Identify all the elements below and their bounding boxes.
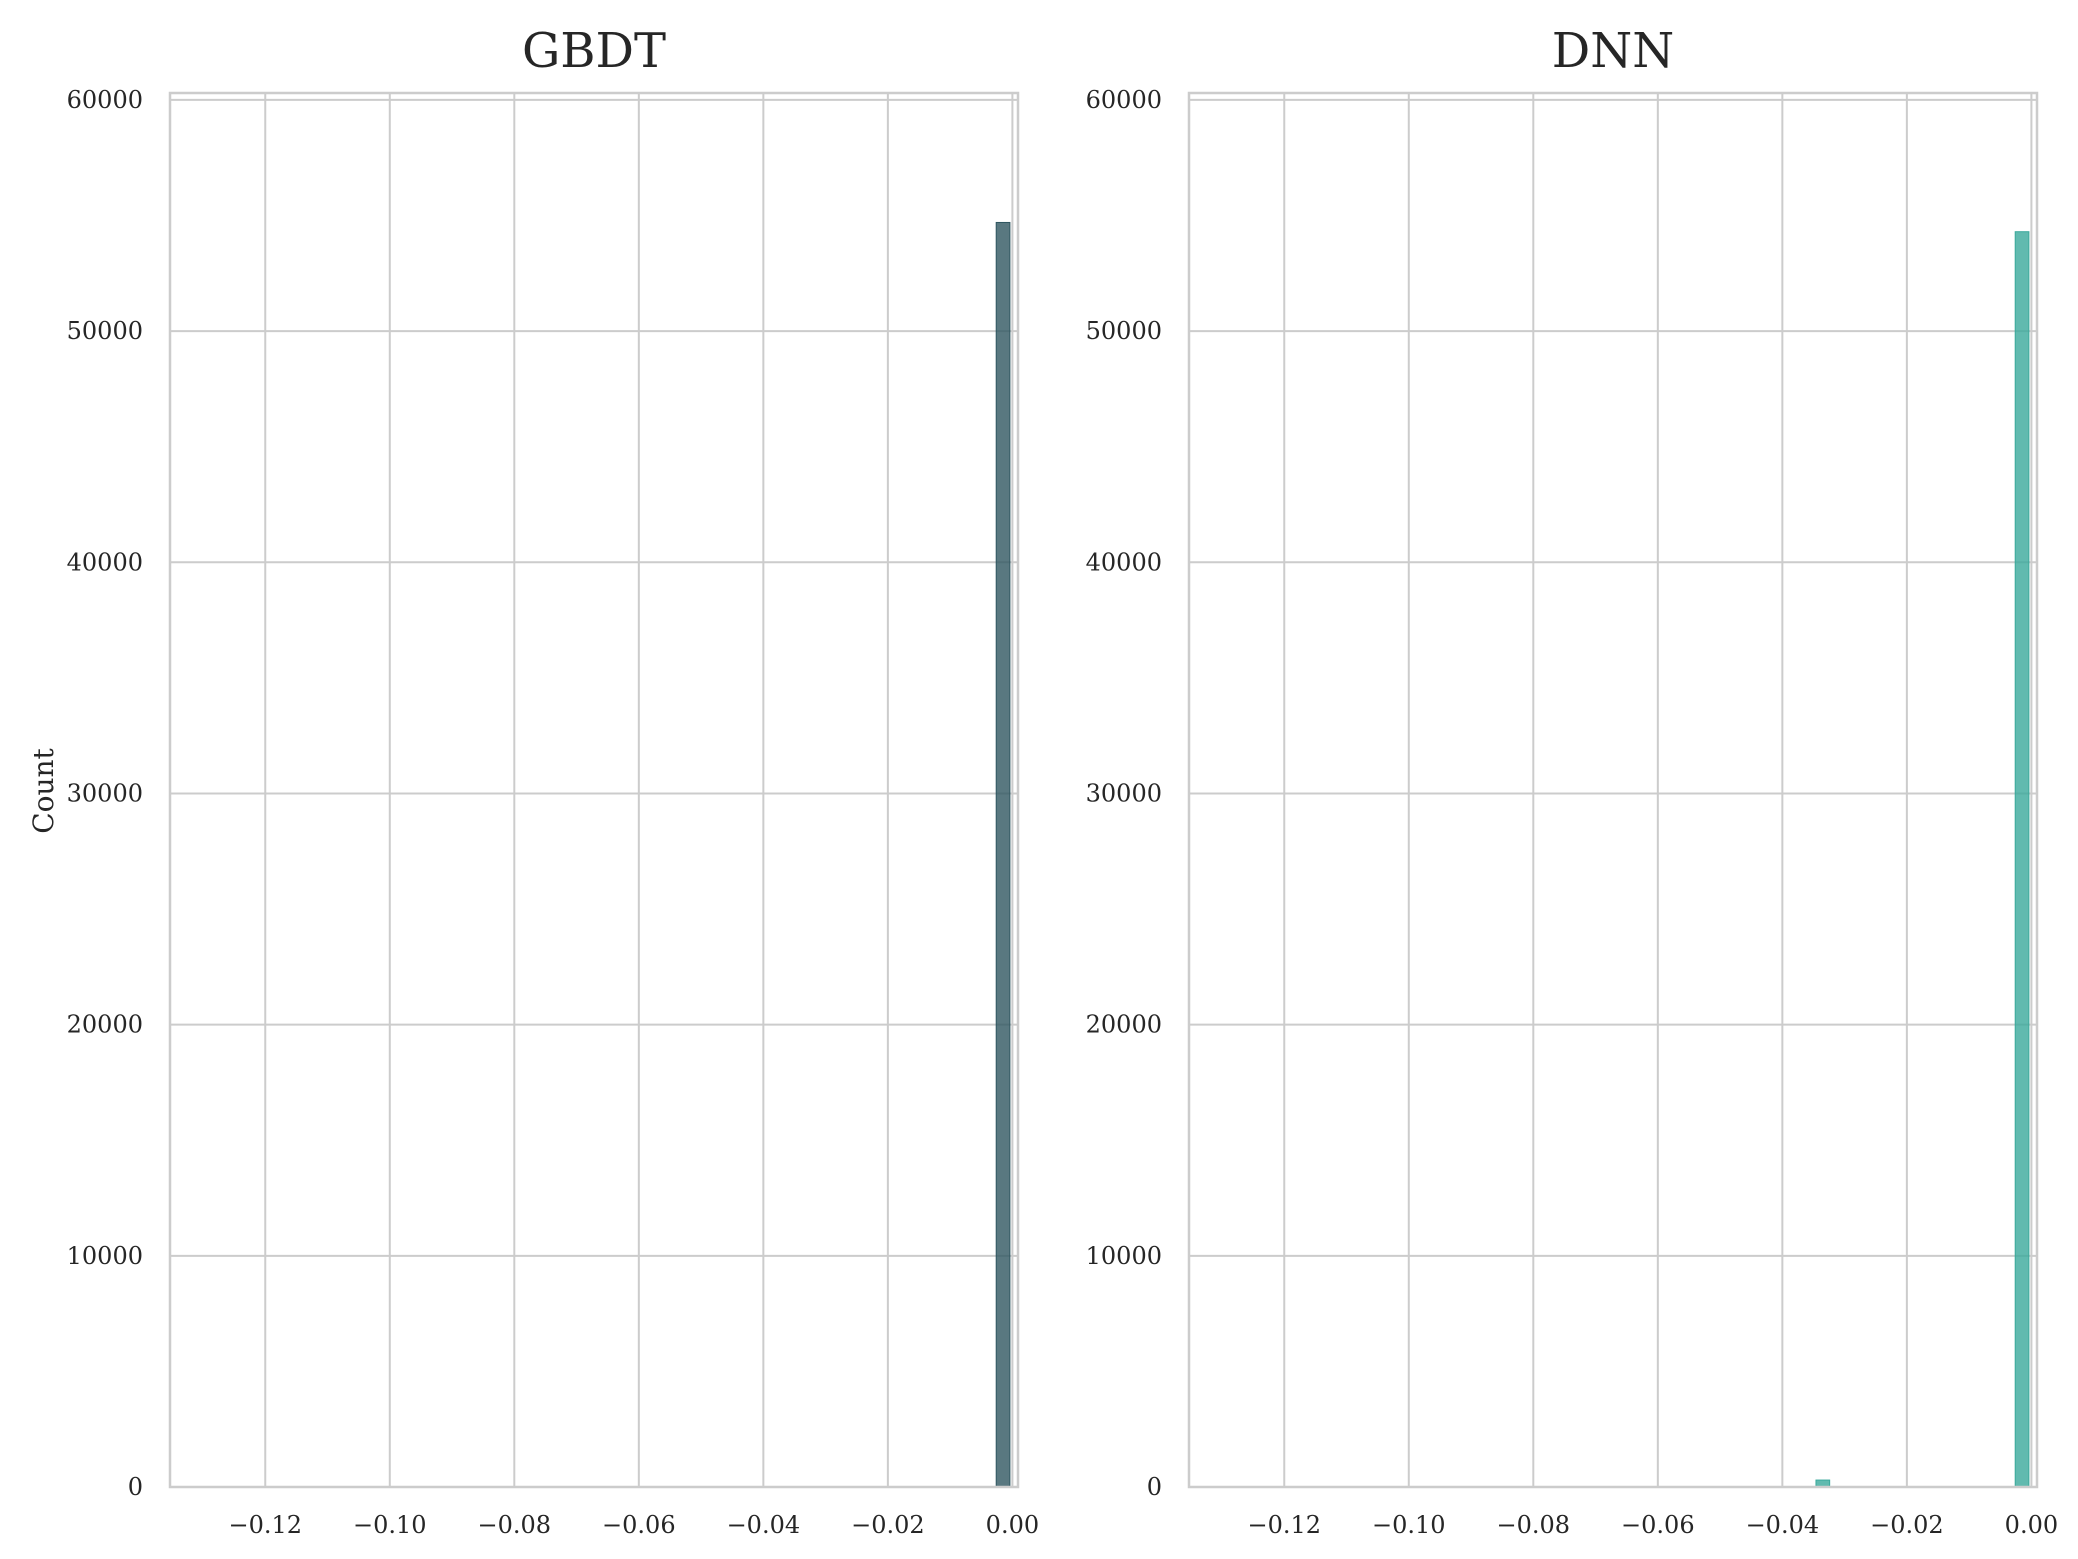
x-tick-label: −0.02 [1870,1511,1944,1539]
chart-title: GBDT [522,23,666,79]
x-tick-label: −0.06 [1621,1511,1695,1539]
y-tick-label: 30000 [67,779,143,807]
chart-title: DNN [1552,23,1674,79]
y-tick-label: 0 [128,1473,143,1501]
plot-frame [1187,91,2039,1489]
panel-dnn: 0 10000 20000 30000 40000 50000 60000 −0.12 −0.1… [1086,23,2058,1539]
x-tick-label: −0.04 [727,1511,801,1539]
y-tick-label: 50000 [1086,317,1162,345]
panel-gbdt: 0 10000 20000 30000 40000 50000 60000 −0.12 −0.1… [67,23,1039,1539]
x-tick-label: −0.02 [851,1511,925,1539]
plot-frame [168,91,1020,1489]
y-tick-label: 60000 [1086,86,1162,114]
x-tick-label: −0.12 [228,1511,302,1539]
y-tick-label: 10000 [1086,1242,1162,1270]
y-tick-label: 50000 [67,317,143,345]
x-tick-label: −0.06 [602,1511,676,1539]
x-tick-label: −0.10 [353,1511,427,1539]
panels: 0 10000 20000 30000 40000 50000 60000 −0.12 −0.1… [67,23,2058,1539]
x-tick-label: −0.12 [1247,1511,1321,1539]
x-tick-label: −0.08 [1497,1511,1571,1539]
x-tick-label: −0.04 [1746,1511,1820,1539]
y-tick-label: 60000 [67,86,143,114]
x-tick-label: 0.00 [2005,1511,2058,1539]
histogram-bar [995,221,1011,1488]
y-tick-label: 0 [1147,1473,1162,1501]
y-tick-label: 30000 [1086,779,1162,807]
histogram-bar [2014,231,2030,1488]
x-tick-label: −0.08 [478,1511,552,1539]
y-tick-label: 20000 [67,1011,143,1039]
x-tick-label: 0.00 [986,1511,1039,1539]
y-tick-label: 40000 [67,548,143,576]
x-tick-label: −0.10 [1372,1511,1446,1539]
y-tick-label: 40000 [1086,548,1162,576]
y-axis-label: Count [27,747,60,833]
y-tick-label: 10000 [67,1242,143,1270]
y-tick-label: 20000 [1086,1011,1162,1039]
